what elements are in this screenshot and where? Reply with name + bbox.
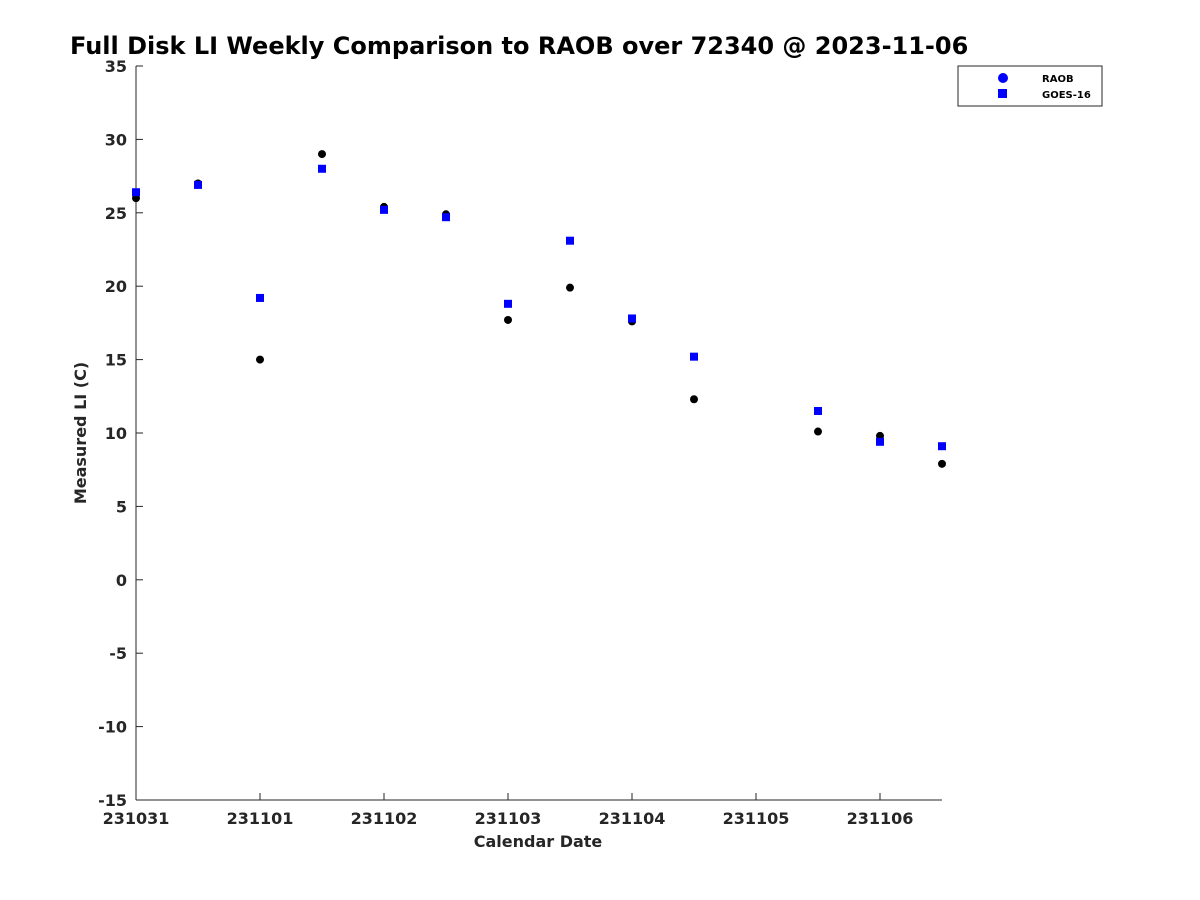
y-tick-label: 35 — [105, 57, 127, 76]
legend: RAOB GOES-16 — [957, 65, 1103, 107]
y-tick-label: 25 — [105, 204, 127, 223]
goes16-point — [690, 352, 698, 361]
x-tick-label: 231101 — [227, 809, 294, 828]
goes16-point — [938, 442, 946, 451]
y-tick-label: -15 — [98, 791, 127, 810]
goes16-point — [566, 236, 574, 245]
x-tick-label: 231106 — [847, 809, 914, 828]
goes16-point — [256, 293, 264, 302]
raob-point — [814, 427, 822, 436]
legend-goes-label: GOES-16 — [1042, 90, 1091, 101]
x-tick-label: 231103 — [475, 809, 542, 828]
goes16-point — [194, 180, 202, 189]
raob-point — [318, 150, 326, 159]
raob-point — [504, 315, 512, 324]
y-tick-label: 20 — [105, 277, 127, 296]
y-tick-label: 5 — [116, 497, 127, 516]
y-tick-label: -10 — [98, 718, 127, 737]
goes16-point — [628, 314, 636, 323]
legend-box — [957, 65, 1103, 107]
goes16-point — [504, 299, 512, 308]
y-axis-label: Measured LI (C) — [71, 362, 90, 504]
x-tick-label: 231104 — [599, 809, 666, 828]
goes16-point — [132, 188, 140, 197]
x-tick-label: 231031 — [103, 809, 170, 828]
chart-title: Full Disk LI Weekly Comparison to RAOB o… — [70, 32, 968, 60]
goes16-point — [380, 205, 388, 214]
raob-point — [256, 355, 264, 364]
raob-point — [938, 459, 946, 468]
x-ticks: 231031 231101 231102 231103 231104 231105 2311… — [103, 793, 914, 828]
goes16-point — [442, 213, 450, 222]
x-tick-label: 231102 — [351, 809, 418, 828]
x-axis-label: Calendar Date — [474, 832, 603, 851]
y-tick-label: 15 — [105, 351, 127, 370]
data-points — [132, 150, 946, 468]
y-tick-label: 30 — [105, 130, 127, 149]
y-tick-label: 0 — [116, 571, 127, 590]
goes16-point — [876, 437, 884, 446]
goes16-point — [814, 406, 822, 415]
raob-point — [566, 283, 574, 292]
x-tick-label: 231105 — [723, 809, 790, 828]
y-ticks: 35 30 25 20 15 10 5 0 -5 -10 -15 — [98, 57, 143, 810]
legend-raob-label: RAOB — [1042, 74, 1074, 85]
legend-goes-marker — [998, 89, 1007, 98]
raob-point — [690, 395, 698, 404]
y-tick-label: 10 — [105, 424, 127, 443]
goes16-point — [318, 164, 326, 173]
legend-raob-marker — [998, 73, 1008, 83]
y-tick-label: -5 — [109, 644, 127, 663]
